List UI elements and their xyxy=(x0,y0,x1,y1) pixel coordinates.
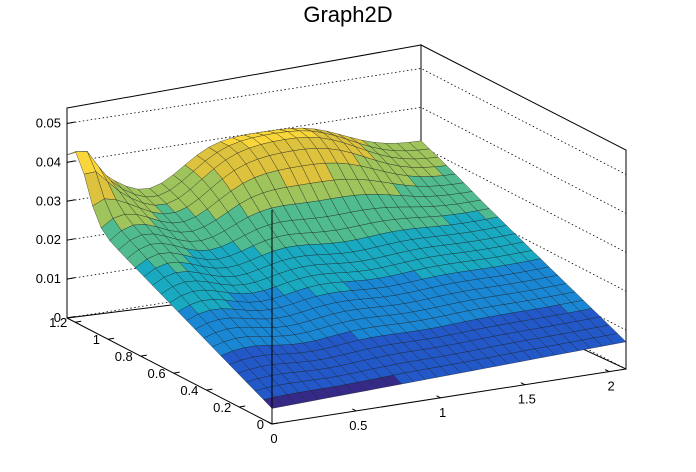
z-tick-label-1: 0.01 xyxy=(36,271,61,286)
z-tick-mark-2 xyxy=(66,238,76,241)
x-axis-ticks: 0 0.5 1 1.5 2 xyxy=(267,369,615,446)
z-tick-label-0: 0 xyxy=(54,310,61,325)
front-left-edge xyxy=(66,317,273,425)
y-tick-mark-3 xyxy=(173,371,180,374)
x-tick-mark-1 xyxy=(352,408,357,412)
surface-mesh xyxy=(66,127,627,409)
y-tick-label-6: 1.2 xyxy=(49,315,67,330)
x-tick-mark-2 xyxy=(436,395,441,399)
y-axis-ticks: 0 0.2 0.4 0.6 0.8 1 1.2 xyxy=(49,315,279,432)
x-tick-label-0: 0 xyxy=(270,431,277,446)
z-gridline-3 xyxy=(66,145,627,253)
y-tick-mark-0 xyxy=(271,422,279,425)
front-bottom-edge xyxy=(271,368,627,425)
x-tick-label-2: 1 xyxy=(439,405,446,420)
surface-cell xyxy=(605,333,627,345)
x-tick-mark-0 xyxy=(267,421,273,425)
y-tick-mark-2 xyxy=(206,388,213,391)
x-tick-mark-4 xyxy=(604,369,610,373)
y-tick-mark-5 xyxy=(107,337,115,340)
y-tick-label-2: 0.4 xyxy=(180,383,198,398)
y-tick-label-5: 1 xyxy=(93,332,100,347)
box-front-edges xyxy=(66,108,627,425)
x-tick-label-3: 1.5 xyxy=(518,392,536,407)
z-tick-mark-3 xyxy=(66,199,76,202)
chart-title: Graph2D xyxy=(303,2,393,27)
y-tick-label-3: 0.6 xyxy=(148,366,166,381)
y-tick-label-1: 0.2 xyxy=(213,400,231,415)
z-tick-mark-0 xyxy=(66,316,76,319)
z-gridline-2 xyxy=(66,184,627,292)
z-gridline-4 xyxy=(66,106,627,214)
y-tick-mark-6 xyxy=(75,320,82,323)
z-gridline-5 xyxy=(66,68,627,175)
z-tick-label-2: 0.02 xyxy=(36,232,61,247)
z-tick-label-3: 0.03 xyxy=(36,193,61,208)
y-tick-label-4: 0.8 xyxy=(115,349,133,364)
x-tick-label-4: 2 xyxy=(608,379,615,394)
z-tick-label-5: 0.05 xyxy=(36,115,61,130)
y-tick-label-0: 0 xyxy=(257,417,264,432)
z-tick-mark-1 xyxy=(66,277,76,280)
z-axis-ticks: 0 0.01 0.02 0.03 0.04 0.05 xyxy=(36,115,76,325)
y-tick-mark-4 xyxy=(140,354,147,357)
x-tick-label-1: 0.5 xyxy=(349,418,367,433)
z-tick-mark-5 xyxy=(66,121,76,124)
y-tick-mark-1 xyxy=(239,405,246,408)
x-tick-mark-3 xyxy=(520,382,526,386)
z-tick-mark-4 xyxy=(66,160,76,163)
z-tick-label-4: 0.04 xyxy=(36,154,61,169)
